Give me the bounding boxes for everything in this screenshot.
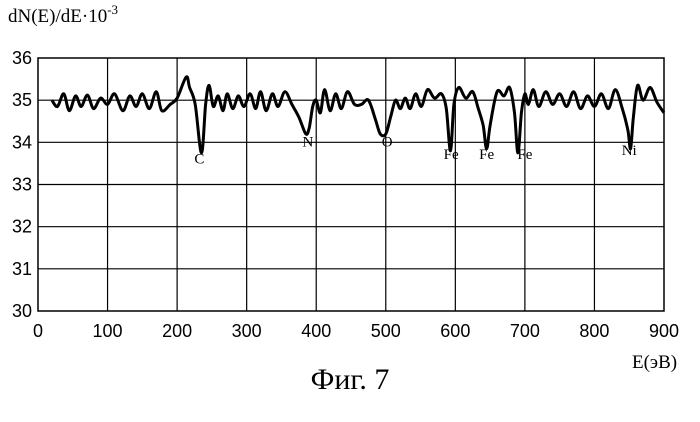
x-tick-label: 800 [579, 321, 609, 341]
x-tick-label: 200 [162, 321, 192, 341]
peak-label: O [382, 135, 393, 151]
y-axis-label-main: dN(E)/dE·10 [8, 6, 107, 27]
y-tick-label: 34 [12, 132, 32, 152]
series-line [52, 77, 664, 153]
peak-label: Ni [622, 143, 637, 159]
x-tick-label: 600 [440, 321, 470, 341]
x-tick-label: 900 [649, 321, 679, 341]
peak-label: Fe [517, 147, 532, 163]
x-tick-label: 100 [93, 321, 123, 341]
x-tick-label: 300 [232, 321, 262, 341]
figure-caption: Фиг. 7 [0, 363, 700, 397]
y-axis-label: dN(E)/dE·10-3 [8, 2, 118, 27]
series-layer [52, 77, 664, 153]
y-axis-label-exponent: -3 [107, 2, 118, 17]
y-tick-label: 33 [12, 175, 32, 195]
peak-label: N [302, 135, 313, 151]
x-tick-label: 400 [301, 321, 331, 341]
peak-label: Fe [444, 147, 459, 163]
x-tick-label: 700 [510, 321, 540, 341]
peak-annotations: C N O Fe Fe Fe Ni [194, 135, 636, 168]
y-tick-label: 31 [12, 259, 32, 279]
y-tick-label: 30 [12, 301, 32, 321]
y-tick-label: 35 [12, 90, 32, 110]
y-tick-label: 36 [12, 48, 32, 68]
y-tick-label: 32 [12, 217, 32, 237]
peak-label: Fe [479, 147, 494, 163]
x-tick-label: 0 [33, 321, 43, 341]
x-tick-label: 500 [371, 321, 401, 341]
tick-labels: 0 100 200 300 400 500 600 700 800 900 30 31 32 33 34 35… [12, 48, 679, 341]
peak-label: C [194, 151, 204, 167]
